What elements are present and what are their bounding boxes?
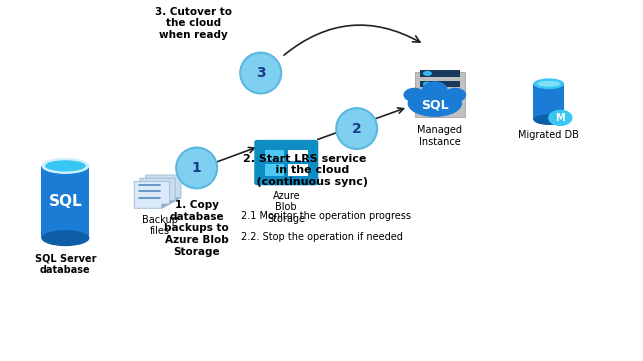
Text: 2: 2 [352,122,361,136]
Text: 1. Copy
database
backups to
Azure Blob
Storage: 1. Copy database backups to Azure Blob S… [164,200,229,257]
Text: Backup
files: Backup files [141,214,177,236]
Text: Migrated DB: Migrated DB [518,130,579,140]
Text: SQL Server
database: SQL Server database [35,253,96,275]
Ellipse shape [548,110,572,126]
Ellipse shape [336,108,377,149]
Ellipse shape [534,114,564,125]
Text: Azure
Blob
Storage: Azure Blob Storage [267,191,305,224]
Bar [420,81,460,87]
Ellipse shape [538,81,560,87]
Polygon shape [168,201,175,205]
Text: 3. Cutover to
the cloud
when ready: 3. Cutover to the cloud when ready [155,7,232,40]
Bar [420,70,460,77]
Bar [265,164,284,175]
Ellipse shape [408,90,462,117]
Bar [288,149,308,161]
Text: 2.2. Stop the operation if needed: 2.2. Stop the operation if needed [242,232,403,243]
Ellipse shape [240,53,281,93]
Ellipse shape [423,82,432,87]
Polygon shape [140,178,175,205]
Text: 2.1 Monitor the operation progress: 2.1 Monitor the operation progress [242,211,412,221]
Bar [534,84,564,119]
Text: 3: 3 [256,66,266,80]
Bar [41,166,89,238]
FancyBboxPatch shape [415,72,466,117]
FancyArrowPatch shape [284,25,420,55]
Text: 2. Start LRS service
    in the cloud
    (continuous sync): 2. Start LRS service in the cloud (conti… [242,154,368,187]
Text: M: M [556,113,565,123]
Polygon shape [174,197,181,202]
Ellipse shape [41,158,89,174]
Text: Managed
Instance: Managed Instance [417,125,462,147]
Text: SQL: SQL [421,99,449,112]
Text: 1: 1 [192,161,201,175]
Ellipse shape [41,230,89,246]
Text: SQL: SQL [49,195,82,209]
Ellipse shape [534,78,564,89]
Polygon shape [162,204,170,208]
Bar [265,149,284,161]
Polygon shape [134,181,170,208]
FancyBboxPatch shape [254,140,318,185]
Bar [288,164,308,175]
Ellipse shape [176,148,217,188]
Ellipse shape [45,160,86,171]
Ellipse shape [403,88,425,102]
Polygon shape [146,175,181,202]
Ellipse shape [423,71,432,76]
Ellipse shape [444,88,466,102]
Ellipse shape [422,81,448,99]
